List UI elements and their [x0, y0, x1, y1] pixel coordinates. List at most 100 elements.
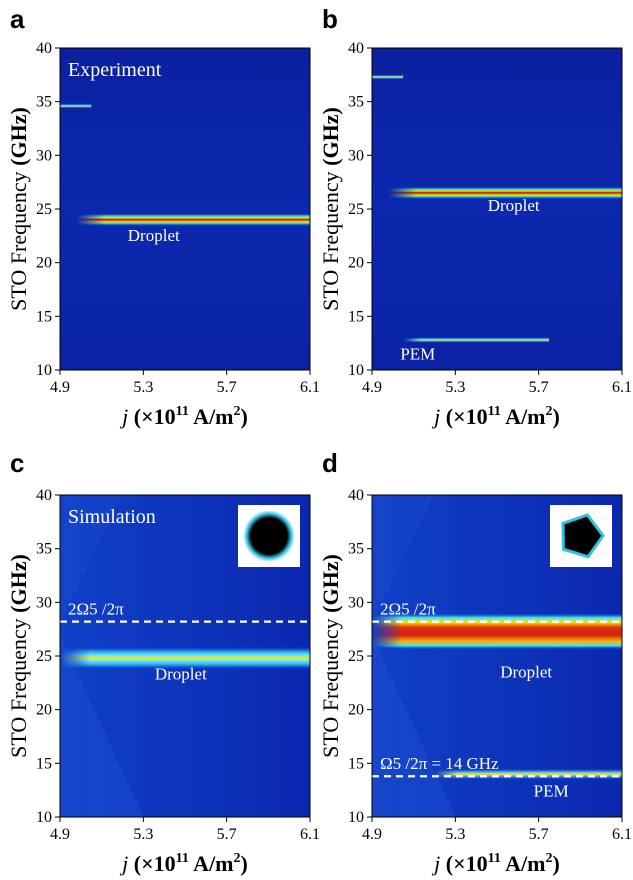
- panel-b: b Droplet PEM 10 15 20 25 30 35 40 4.9 5.3 5.7 6.1 STO…: [318, 4, 632, 429]
- x-axis-label: j (×1011 A/m2): [119, 851, 248, 876]
- y-tick-label: 25: [348, 201, 364, 218]
- x-tick-label: 4.9: [50, 379, 70, 396]
- background-shade: [60, 634, 144, 817]
- x-axis-unit-exponent: 2: [546, 404, 553, 419]
- x-axis-unit: (×10: [446, 851, 488, 876]
- x-tick-label: 5.7: [529, 826, 549, 843]
- annotation-pem: PEM: [534, 782, 569, 801]
- x-tick-label: 6.1: [300, 379, 320, 396]
- x-axis-label: j (×1011 A/m2): [431, 851, 560, 876]
- panel-label: c: [10, 448, 24, 478]
- y-tick-label: 25: [36, 201, 52, 218]
- y-tick-label: 15: [36, 755, 52, 772]
- y-axis-unit: (GHz): [6, 107, 31, 166]
- y-tick-label: 30: [348, 594, 364, 611]
- background-shade: [372, 634, 456, 817]
- y-axis-label-text: STO Frequency: [6, 613, 31, 758]
- annotation-droplet: Droplet: [500, 662, 552, 681]
- panel-label: b: [322, 4, 338, 34]
- x-axis-variable: j: [119, 404, 134, 429]
- inset-title: Experiment: [68, 59, 162, 81]
- x-tick-label: 5.7: [217, 826, 237, 843]
- x-tick-label: 5.3: [133, 826, 153, 843]
- y-tick-label: 20: [36, 702, 52, 719]
- x-axis-unit: (×10: [134, 851, 176, 876]
- band-droplet-0: [60, 647, 310, 670]
- dashed-line-label: 2Ω5 /2π: [380, 600, 436, 619]
- band-droplet-0: [388, 186, 622, 200]
- background-shade: [372, 495, 435, 624]
- y-tick-label: 40: [36, 40, 52, 57]
- y-tick-label: 40: [36, 487, 52, 504]
- x-tick-label: 4.9: [50, 826, 70, 843]
- annotation-droplet: Droplet: [488, 196, 540, 215]
- x-axis-unit: ): [553, 851, 560, 876]
- x-tick-label: 5.3: [445, 826, 465, 843]
- y-tick-label: 15: [348, 308, 364, 325]
- panel-label: a: [10, 4, 25, 34]
- y-axis-label: STO Frequency (GHz): [6, 107, 31, 311]
- annotation-droplet: Droplet: [155, 665, 207, 684]
- x-axis-variable: j: [119, 851, 134, 876]
- band-pem-1: [403, 336, 550, 343]
- band-weak-2: [372, 74, 404, 80]
- x-axis-unit-exponent: 11: [176, 851, 189, 866]
- x-axis-unit: (×10: [446, 404, 488, 429]
- y-tick-label: 25: [36, 648, 52, 665]
- annotation-droplet: Droplet: [128, 226, 180, 245]
- y-tick-label: 10: [348, 809, 364, 826]
- x-axis-unit-exponent: 2: [234, 404, 241, 419]
- y-axis-label-text: STO Frequency: [318, 166, 343, 311]
- y-tick-label: 30: [36, 147, 52, 164]
- x-tick-label: 4.9: [362, 379, 382, 396]
- x-tick-label: 6.1: [300, 826, 320, 843]
- y-axis-unit: (GHz): [318, 554, 343, 613]
- x-tick-label: 6.1: [612, 826, 632, 843]
- x-axis-unit: ): [241, 851, 248, 876]
- x-axis-unit-exponent: 11: [488, 851, 501, 866]
- inset-droplet-circle: [243, 510, 295, 562]
- y-tick-label: 35: [348, 94, 364, 111]
- y-axis-label: STO Frequency (GHz): [318, 554, 343, 758]
- y-tick-label: 10: [36, 809, 52, 826]
- y-axis-label: STO Frequency (GHz): [6, 554, 31, 758]
- panel-c: c 2Ω5 /2π Droplet Simulation 10 15 20 25 30 35 40 4…: [6, 448, 320, 876]
- x-tick-label: 5.3: [133, 379, 153, 396]
- x-axis-unit-exponent: 2: [546, 851, 553, 866]
- x-tick-label: 4.9: [362, 826, 382, 843]
- dashed-line-label: 2Ω5 /2π: [68, 600, 124, 619]
- y-tick-label: 35: [36, 94, 52, 111]
- y-tick-label: 30: [348, 147, 364, 164]
- x-tick-label: 6.1: [612, 379, 632, 396]
- y-tick-label: 20: [348, 255, 364, 272]
- y-tick-label: 35: [36, 541, 52, 558]
- x-axis-unit: A/m: [189, 404, 234, 429]
- x-axis-unit: ): [241, 404, 248, 429]
- x-axis-unit-exponent: 11: [488, 404, 501, 419]
- panel-a: a Droplet Experiment 10 15 20 25 30 35 40 4.9 5.3 5.…: [6, 4, 320, 429]
- y-tick-label: 20: [36, 255, 52, 272]
- y-tick-label: 10: [348, 362, 364, 379]
- panel-d: d 2Ω5 /2π Ω5 /2π = 14 GHz Droplet PEM 10 15 20 2…: [318, 448, 632, 876]
- inset-title: Simulation: [68, 506, 156, 528]
- plot-background: [372, 48, 622, 370]
- x-axis-unit: A/m: [501, 851, 546, 876]
- x-axis-label: j (×1011 A/m2): [431, 404, 560, 429]
- y-tick-label: 20: [348, 702, 364, 719]
- x-axis-unit-exponent: 11: [176, 404, 189, 419]
- inset-droplet-pentagon: [561, 513, 605, 559]
- x-axis-unit: ): [553, 404, 560, 429]
- dashed-line-label: Ω5 /2π = 14 GHz: [380, 754, 499, 773]
- x-axis-variable: j: [431, 404, 446, 429]
- y-axis-label-text: STO Frequency: [6, 166, 31, 311]
- y-tick-label: 40: [348, 487, 364, 504]
- y-axis-unit: (GHz): [6, 554, 31, 613]
- y-axis-label: STO Frequency (GHz): [318, 107, 343, 311]
- x-tick-label: 5.7: [217, 379, 237, 396]
- band-droplet-0: [372, 613, 622, 650]
- plot-background: [60, 48, 310, 370]
- x-axis-unit-exponent: 2: [234, 851, 241, 866]
- x-axis-label: j (×1011 A/m2): [119, 404, 248, 429]
- x-tick-label: 5.7: [529, 379, 549, 396]
